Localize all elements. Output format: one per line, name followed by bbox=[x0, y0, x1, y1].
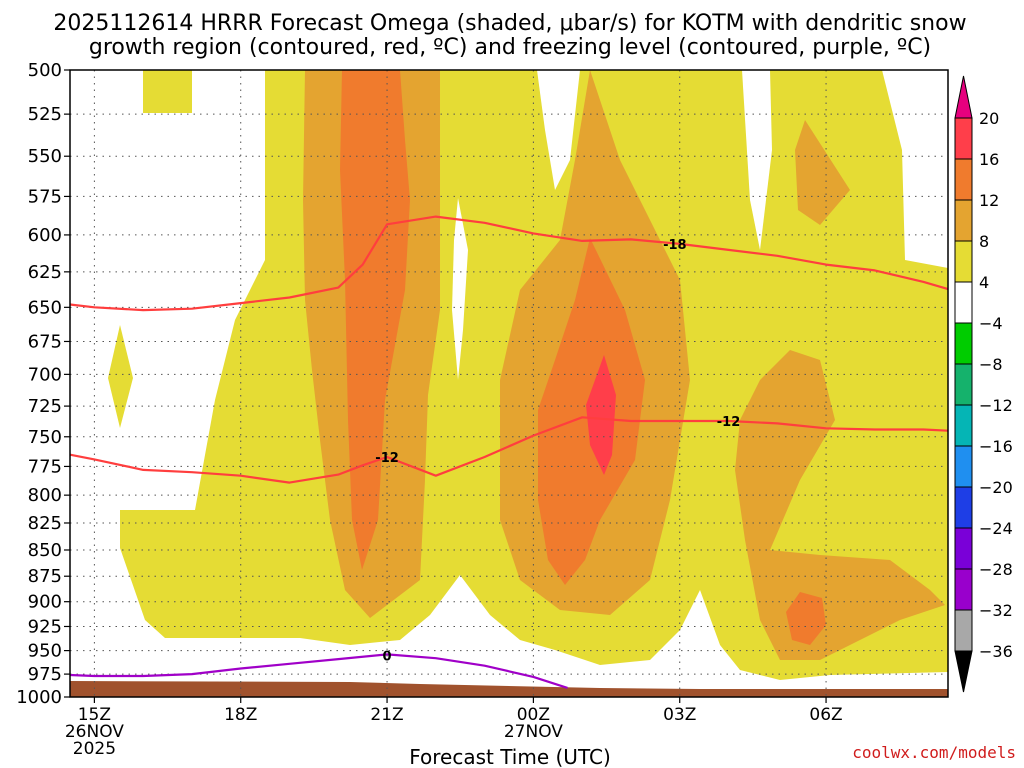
colorbar-label: −16 bbox=[979, 437, 1013, 456]
colorbar-label: −28 bbox=[979, 560, 1013, 579]
y-axis: 500 525 550 575 600 625 650 675 700 725 750 775 800 8… bbox=[16, 60, 70, 708]
y-tick-label: 1000 bbox=[16, 687, 62, 708]
x-tick-date-label: 26NOV bbox=[65, 722, 124, 742]
omega-contour-12-c bbox=[786, 592, 826, 645]
colorbar-label: −4 bbox=[979, 314, 1003, 333]
colorbar-label: −24 bbox=[979, 519, 1013, 538]
omega-gap-4 bbox=[742, 70, 772, 250]
contour-line--12 bbox=[69, 416, 949, 484]
colorbar-top-arrow bbox=[954, 75, 973, 119]
contour-label: -12 bbox=[375, 451, 399, 466]
colorbar-segment bbox=[954, 527, 973, 570]
colorbar-segment bbox=[954, 404, 973, 447]
y-tick-label: 700 bbox=[28, 364, 62, 385]
y-tick-label: 875 bbox=[28, 566, 62, 587]
terrain-fill bbox=[70, 681, 948, 697]
y-tick-label: 650 bbox=[28, 297, 62, 318]
colorbar-segment bbox=[954, 568, 973, 611]
omega-contour-8-c bbox=[735, 350, 945, 660]
omega-gap-2 bbox=[452, 198, 468, 380]
x-tick-year-label: 2025 bbox=[73, 739, 116, 759]
colorbar-label: −12 bbox=[979, 396, 1013, 415]
y-tick-label: 775 bbox=[28, 456, 62, 477]
x-axis-label: Forecast Time (UTC) bbox=[409, 745, 611, 768]
colorbar-label: 4 bbox=[979, 273, 989, 292]
y-tick-label: 625 bbox=[28, 262, 62, 283]
colorbar-label: −36 bbox=[979, 642, 1013, 661]
omega-gap-3 bbox=[882, 70, 948, 268]
colorbar-segment bbox=[954, 609, 973, 652]
y-tick-label: 925 bbox=[28, 616, 62, 637]
colorbar-segment bbox=[954, 322, 973, 365]
x-tick-date-label: 27NOV bbox=[504, 722, 563, 742]
y-tick-label: 975 bbox=[28, 664, 62, 685]
colorbar-label: 8 bbox=[979, 232, 989, 251]
contour-line--18 bbox=[69, 215, 949, 312]
colorbar: 20 16 12 8 4 −4 −8 −12 −16 −20 −24 −28 −32 −36 bbox=[954, 75, 1013, 693]
omega-contour-16 bbox=[586, 355, 616, 475]
y-tick-label: 575 bbox=[28, 186, 62, 207]
omega-contour-4-top-left bbox=[143, 70, 192, 113]
colorbar-segment bbox=[954, 158, 973, 201]
x-tick-label: 21Z bbox=[370, 705, 403, 725]
y-tick-label: 900 bbox=[28, 592, 62, 613]
colorbar-label: −20 bbox=[979, 478, 1013, 497]
colorbar-segment bbox=[954, 199, 973, 242]
x-tick-label: 03Z bbox=[663, 705, 696, 725]
y-tick-label: 800 bbox=[28, 485, 62, 506]
y-tick-label: 825 bbox=[28, 513, 62, 534]
colorbar-bottom-arrow bbox=[954, 650, 973, 693]
x-tick-label: 15Z bbox=[78, 705, 111, 725]
contour-label: -12 bbox=[717, 415, 741, 430]
colorbar-segment bbox=[954, 117, 973, 160]
credit-text[interactable]: coolwx.com/models bbox=[852, 743, 1016, 762]
colorbar-segment bbox=[954, 445, 973, 488]
temperature-contours: -18 -12 -12 0 bbox=[69, 215, 949, 689]
chart-title-line2: growth region (contoured, red, ºC) and f… bbox=[89, 35, 931, 60]
colorbar-segment bbox=[954, 281, 973, 324]
plot-frame bbox=[69, 69, 949, 698]
y-tick-label: 725 bbox=[28, 396, 62, 417]
x-tick-label: 00Z bbox=[517, 705, 550, 725]
omega-shading bbox=[70, 70, 948, 697]
contour-label: -18 bbox=[663, 238, 687, 253]
y-tick-label: 675 bbox=[28, 331, 62, 352]
colorbar-segment bbox=[954, 486, 973, 529]
chart-title-line1: 2025112614 HRRR Forecast Omega (shaded, … bbox=[53, 11, 966, 36]
y-tick-label: 600 bbox=[28, 225, 62, 246]
y-tick-label: 550 bbox=[28, 146, 62, 167]
plot-grid bbox=[70, 70, 948, 697]
x-tick-label: 06Z bbox=[809, 705, 842, 725]
colorbar-label: 20 bbox=[979, 109, 999, 128]
omega-contour-4-left-diamond bbox=[108, 325, 133, 428]
y-tick-label: 850 bbox=[28, 540, 62, 561]
colorbar-segment bbox=[954, 240, 973, 283]
colorbar-label: −8 bbox=[979, 355, 1003, 374]
x-tick-label: 18Z bbox=[224, 705, 257, 725]
colorbar-label: −32 bbox=[979, 601, 1013, 620]
omega-contour-8-d bbox=[795, 120, 850, 225]
contour-label: 0 bbox=[383, 649, 392, 664]
omega-gap-1 bbox=[537, 70, 580, 190]
y-tick-label: 525 bbox=[28, 104, 62, 125]
y-tick-label: 500 bbox=[28, 60, 62, 81]
y-tick-label: 750 bbox=[28, 427, 62, 448]
contour-line-0 bbox=[69, 653, 568, 689]
colorbar-segment bbox=[954, 363, 973, 406]
colorbar-label: 16 bbox=[979, 150, 999, 169]
y-tick-label: 950 bbox=[28, 641, 62, 662]
omega-contour-12-a bbox=[340, 70, 410, 570]
colorbar-label: 12 bbox=[979, 191, 999, 210]
